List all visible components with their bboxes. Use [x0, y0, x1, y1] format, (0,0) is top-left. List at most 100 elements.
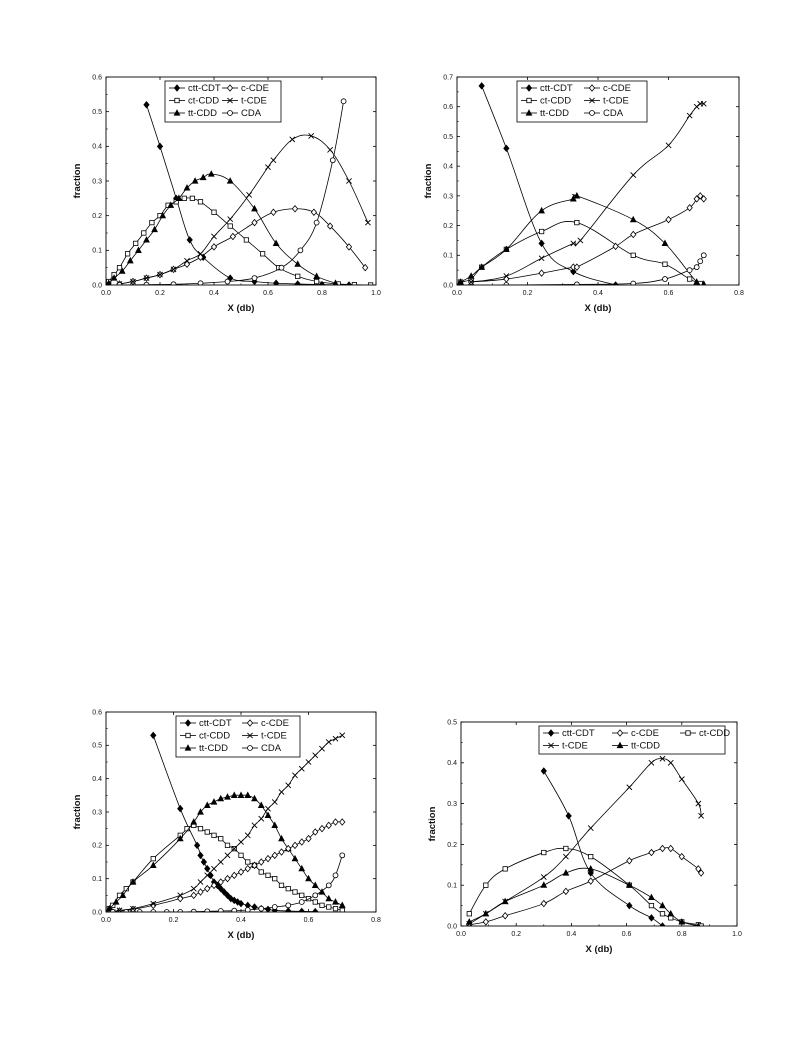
data-point-tt-cdd [183, 184, 191, 191]
legend-entry-t-cde: t-CDE [584, 96, 629, 107]
data-point-ctt-cdt [224, 891, 231, 900]
data-point-c-cde [285, 844, 292, 853]
legend-label: tt-CDD [631, 741, 660, 752]
legend: ctt-CDT c-CDE ct-CDD t-CDE tt-CDD CDA [516, 80, 648, 123]
data-point-t-cde [698, 812, 705, 819]
data-point-tt-cdd [659, 901, 666, 909]
data-point-ctt-cdt [251, 903, 258, 911]
data-point-t-cde [339, 732, 346, 739]
data-point-c-cde [318, 824, 326, 833]
series-tt-cdd [106, 791, 346, 912]
data-point-tt-cdd [305, 874, 312, 882]
legend-label: t-CDE [241, 96, 267, 107]
data-point-ct-cdd [211, 209, 217, 215]
plot-frame [460, 721, 738, 927]
data-point-ct-cdd [483, 882, 489, 888]
data-point-tt-cdd [478, 263, 486, 270]
y-tick-label: 0.0 [92, 909, 102, 916]
data-point-c-cde [700, 195, 707, 203]
chart-panel-3: 0.0 0.2 0.4 0.6 0.8 0.0 0.1 0.2 0.3 0.4 0.5 0.6 X (d… [72, 709, 381, 941]
data-point-c-cde [667, 844, 674, 853]
legend-marker-ctt-cdt [173, 84, 181, 92]
data-point-t-cde [231, 845, 238, 852]
data-point-ctt-cdt [626, 901, 633, 910]
series-cda [109, 852, 346, 912]
data-point-t-cde [626, 784, 633, 791]
data-point-cda [313, 219, 320, 226]
series-tt-cdd [457, 192, 707, 285]
series-c-cde [467, 192, 707, 285]
data-point-ctt-cdt [318, 280, 326, 285]
data-point-t-cde [265, 805, 271, 812]
legend-entry-cda: CDA [584, 108, 624, 119]
data-point-ct-cdd [272, 876, 278, 882]
data-point-ct-cdd [133, 240, 139, 247]
y-tick-label: 0.5 [92, 109, 102, 116]
data-point-ct-cdd [238, 852, 244, 858]
y-tick-label: 0.4 [443, 164, 453, 171]
x-tick-label: 0.6 [263, 290, 273, 297]
series-line-c-cde [471, 195, 705, 283]
data-point-c-cde [326, 222, 334, 230]
data-point-ct-cdd [218, 836, 224, 842]
series-line-tt-cdd [108, 173, 336, 284]
data-point-cda [329, 157, 336, 164]
data-point-tt-cdd [291, 854, 299, 862]
data-point-ctt-cdt [565, 812, 572, 820]
data-point-tt-cdd [294, 260, 302, 267]
data-point-cda [325, 882, 332, 889]
y-tick-label: 0.2 [447, 842, 457, 849]
data-point-tt-cdd [118, 267, 126, 274]
legend-entry-ct-cdd: ct-CDD [521, 96, 571, 107]
legend-entry-tt-cdd: tt-CDD [180, 743, 228, 754]
data-point-ct-cdd [149, 219, 155, 226]
data-point-ct-cdd [659, 911, 666, 917]
data-point-t-cde [270, 157, 277, 164]
data-point-c-cde [678, 852, 685, 861]
legend-box [538, 725, 726, 755]
data-point-ct-cdd [173, 199, 179, 205]
data-point-t-cde [577, 237, 584, 244]
data-point-cda [244, 907, 251, 912]
data-point-tt-cdd [176, 834, 184, 842]
legend-marker-tt-cdd [173, 109, 181, 116]
data-point-ct-cdd [662, 261, 668, 267]
chart-panel-1: 0.0 0.2 0.4 0.6 0.8 1.0 0.0 0.1 0.2 0.3 0.4 0.5 0.6 X… [72, 74, 381, 314]
data-point-tt-cdd [251, 204, 258, 212]
legend-box [175, 715, 301, 758]
legend-entry-ctt-cdt: ctt-CDT [543, 728, 595, 739]
data-point-ctt-cdt [570, 267, 577, 276]
legend-label: tt-CDD [199, 743, 228, 754]
data-point-tt-cdd [540, 881, 548, 888]
data-point-t-cde [197, 250, 204, 257]
data-point-tt-cdd [325, 894, 333, 902]
data-point-ctt-cdt [156, 142, 164, 151]
series-line-c-cde [119, 208, 366, 285]
data-point-t-cde [312, 752, 319, 759]
x-tick-label: 0.2 [511, 931, 521, 938]
data-point-tt-cdd [482, 909, 490, 917]
chart-panel-2: 0.0 0.2 0.4 0.6 0.8 0.0 0.1 0.2 0.3 0.4 0.5 0.6 0.7 X… [423, 74, 744, 314]
y-tick-label: 0.5 [92, 743, 102, 750]
data-point-tt-cdd [278, 834, 285, 842]
data-point-cda [251, 275, 258, 281]
data-point-ct-cdd [243, 237, 250, 243]
y-tick-label: 0.4 [447, 760, 457, 767]
x-tick-label: 0.0 [101, 917, 111, 924]
series-line-t-cde [112, 734, 343, 912]
data-point-cda [150, 909, 157, 912]
series-line-ctt-cdt [146, 104, 350, 285]
legend-entry-ct-cdd: ct-CDD [180, 731, 230, 742]
series-line-t-cde [469, 758, 702, 925]
data-point-cda [271, 904, 278, 910]
data-point-ct-cdd [687, 276, 693, 282]
data-point-t-cde [177, 892, 184, 899]
data-point-c-cde [612, 242, 619, 251]
data-point-t-cde [364, 219, 371, 226]
legend-marker-cda [227, 110, 233, 116]
y-tick-label: 0.3 [447, 801, 457, 808]
data-point-tt-cdd [693, 278, 701, 285]
data-point-tt-cdd [224, 793, 231, 800]
data-point-t-cde [184, 257, 190, 264]
